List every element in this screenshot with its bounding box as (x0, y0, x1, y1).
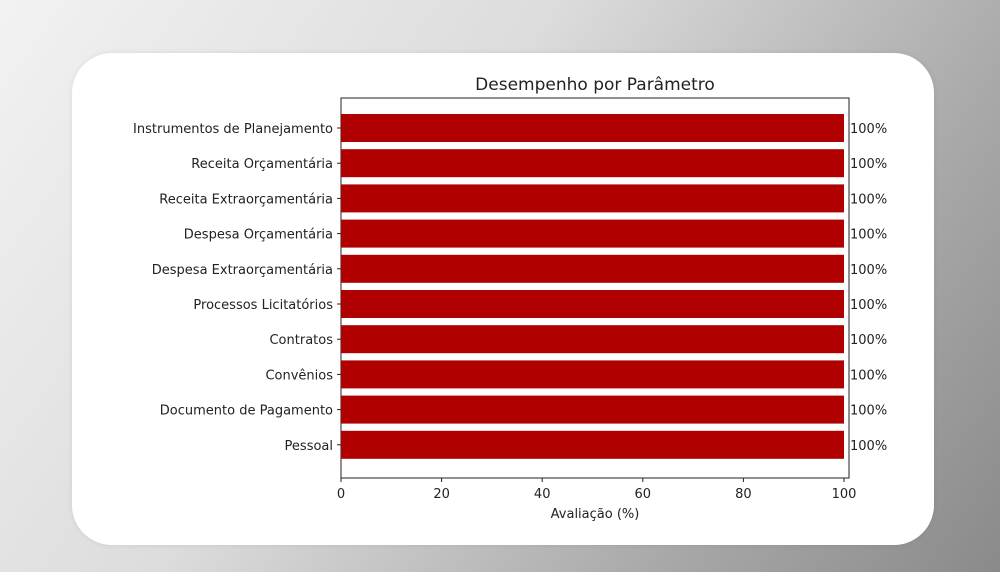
plot-frame (340, 97, 850, 479)
bar (341, 395, 844, 424)
y-tick-label: Receita Orçamentária (191, 157, 333, 172)
x-axis-label: Avaliação (%) (551, 507, 640, 522)
y-tick-label: Contratos (269, 333, 333, 348)
x-tick-label: 0 (337, 487, 345, 502)
y-tick-label: Documento de Pagamento (160, 404, 333, 419)
y-tick-labels: Instrumentos de Planejamento Receita Orça… (133, 122, 341, 454)
x-tick-label: 60 (635, 487, 652, 502)
data-label: 100% (850, 192, 887, 207)
data-label: 100% (850, 122, 887, 137)
chart-title: Desempenho por Parâmetro (475, 75, 715, 95)
bar (341, 430, 844, 459)
y-tick-label: Despesa Orçamentária (184, 228, 333, 243)
bar (341, 325, 844, 354)
y-tick-label: Receita Extraorçamentária (159, 192, 333, 207)
data-label: 100% (850, 439, 887, 454)
data-label: 100% (850, 228, 887, 243)
data-labels: 100% 100% 100% 100% 100% 100% 100% 100% 100% 100% (850, 122, 887, 454)
data-label: 100% (850, 333, 887, 348)
bar (341, 254, 844, 283)
y-tick-label: Instrumentos de Planejamento (133, 122, 333, 137)
data-label: 100% (850, 157, 887, 172)
x-tick-label: 100 (832, 487, 857, 502)
bar (341, 114, 844, 142)
bar (341, 184, 844, 213)
data-label: 100% (850, 404, 887, 419)
bar (341, 219, 844, 248)
x-tick-label: 80 (735, 487, 752, 502)
x-tick-label: 40 (534, 487, 551, 502)
bar (341, 360, 844, 389)
bar (341, 290, 844, 318)
data-label: 100% (850, 298, 887, 313)
y-tick-label: Despesa Extraorçamentária (152, 263, 333, 278)
x-ticks: 0 20 40 60 80 100 (337, 478, 857, 502)
x-tick-label: 20 (433, 487, 450, 502)
data-label: 100% (850, 263, 887, 278)
y-tick-label: Pessoal (285, 439, 333, 454)
y-tick-label: Processos Licitatórios (193, 298, 333, 313)
bars-group (341, 114, 844, 459)
y-tick-label: Convênios (265, 368, 333, 383)
bar (341, 149, 844, 178)
data-label: 100% (850, 368, 887, 383)
